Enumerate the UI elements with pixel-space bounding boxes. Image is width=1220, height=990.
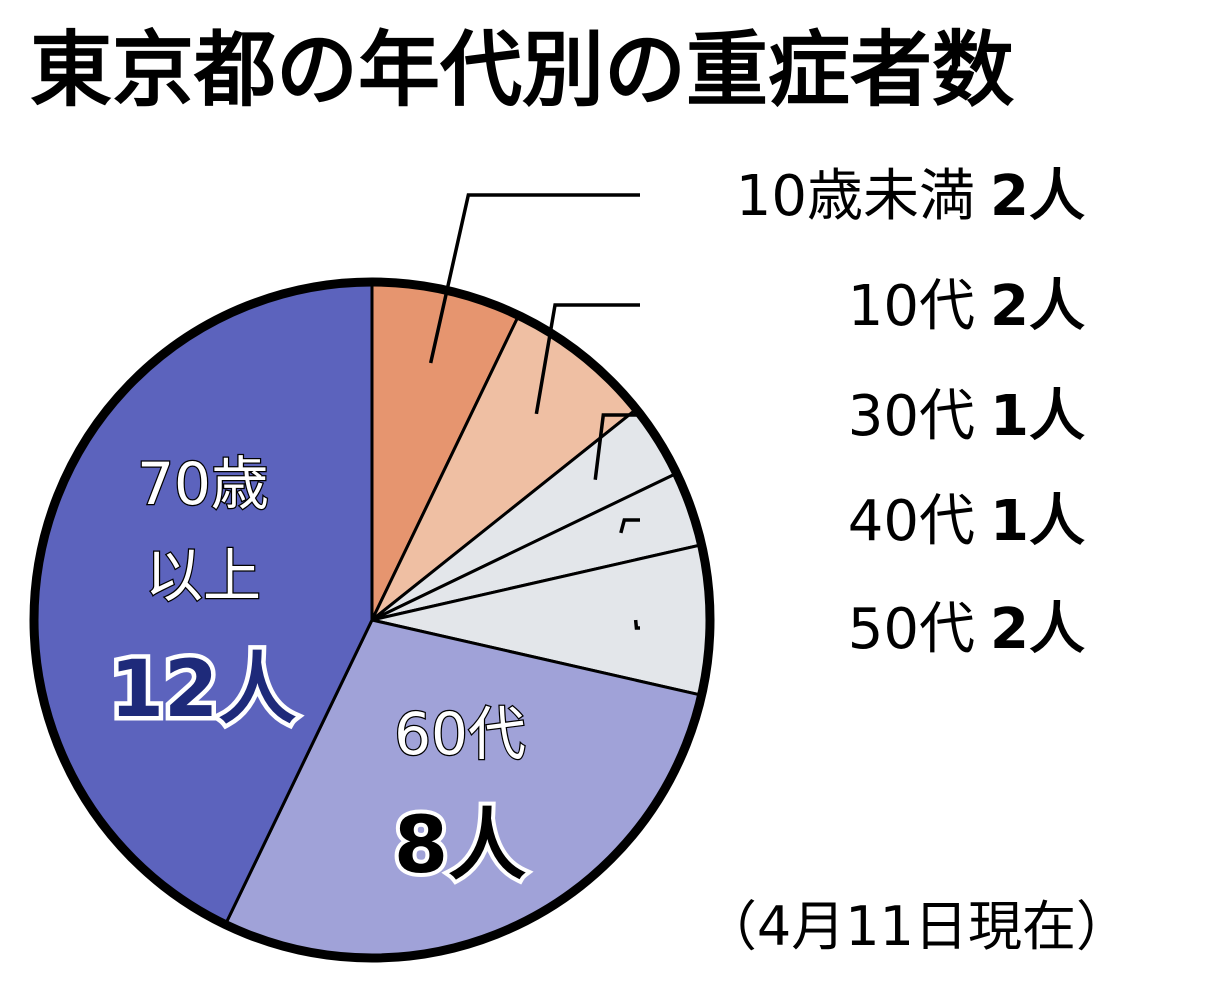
leader-line-2 xyxy=(534,303,640,415)
label-60s: 60代 8人 xyxy=(390,699,530,895)
label-70plus-line1: 70歳 xyxy=(137,450,269,518)
slice-value-1: 2人 xyxy=(990,164,1085,229)
slice-value-5: 2人 xyxy=(990,597,1085,662)
slice-label-3: 30代 xyxy=(848,384,975,449)
leader-line-4 xyxy=(619,518,640,534)
slice-value-2: 2人 xyxy=(990,274,1085,339)
label-60s-value: 8人 xyxy=(394,801,526,891)
chart-title: 東京都の年代別の重症者数 xyxy=(30,23,1014,118)
leader-line-1 xyxy=(428,193,640,364)
slice-value-4: 1人 xyxy=(990,489,1085,554)
slice-label-1: 10歳未満 xyxy=(736,164,975,229)
slice-value-3: 1人 xyxy=(990,384,1085,449)
slice-label-2: 10代 xyxy=(848,274,975,339)
label-70plus: 70歳 以上 12人 xyxy=(105,449,301,740)
leader-line-3 xyxy=(593,413,640,480)
date-note: （4月11日現在） xyxy=(703,895,1130,958)
label-70plus-value: 12人 xyxy=(110,645,297,735)
slice-label-4: 40代 xyxy=(848,489,975,554)
leader-line-5 xyxy=(633,619,640,630)
label-70plus-line2: 以上 xyxy=(145,542,261,610)
leader-lines xyxy=(428,193,640,630)
slice-label-5: 50代 xyxy=(848,597,975,662)
pie-outline xyxy=(29,277,715,963)
label-60s-line1: 60代 xyxy=(394,700,526,768)
